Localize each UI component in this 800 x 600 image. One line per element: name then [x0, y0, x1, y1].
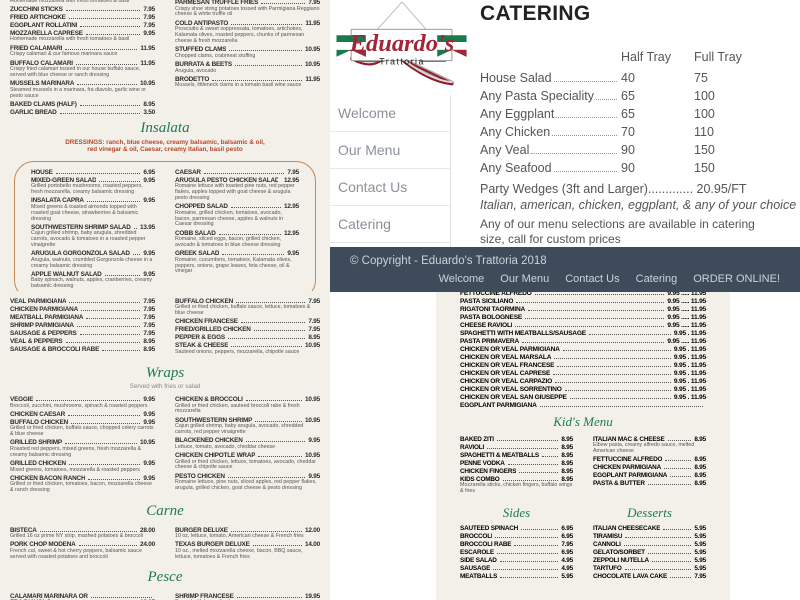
svg-text:Eduardo's: Eduardo's: [349, 30, 455, 57]
svg-text:Trattoria: Trattoria: [379, 57, 425, 67]
